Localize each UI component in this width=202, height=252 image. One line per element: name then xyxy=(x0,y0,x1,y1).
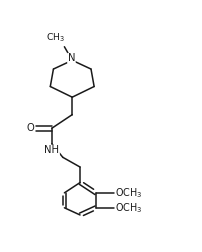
Text: OCH$_3$: OCH$_3$ xyxy=(115,186,142,200)
Text: NH: NH xyxy=(44,145,59,155)
Text: O: O xyxy=(26,123,34,133)
Text: OCH$_3$: OCH$_3$ xyxy=(115,201,142,215)
Text: N: N xyxy=(68,53,75,63)
Text: CH$_3$: CH$_3$ xyxy=(46,32,65,44)
